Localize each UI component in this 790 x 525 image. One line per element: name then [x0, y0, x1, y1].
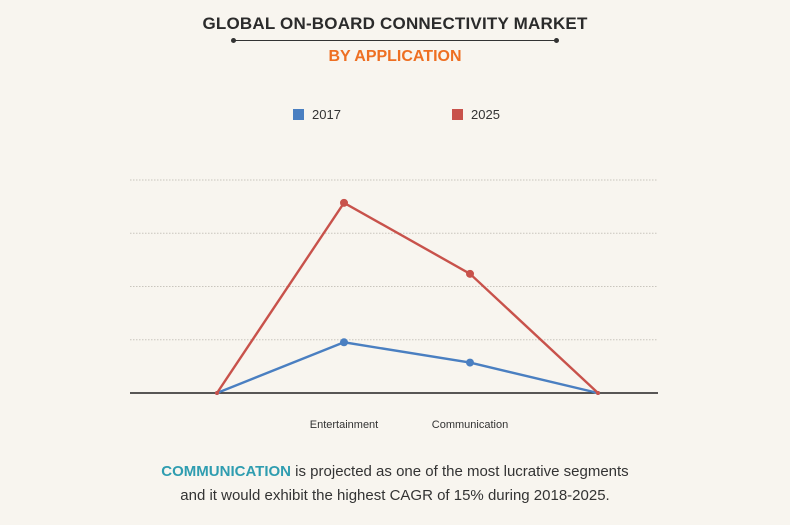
- divider-dot-right: [554, 38, 559, 43]
- legend-item-2017: 2017: [293, 107, 341, 122]
- chart-subtitle: BY APPLICATION: [328, 48, 462, 65]
- data-point-2025-3: [596, 391, 600, 395]
- chart-caption: COMMUNICATION is projected as one of the…: [0, 460, 790, 508]
- legend-label-2017: 2017: [312, 107, 341, 122]
- data-point-2025-2: [466, 269, 474, 278]
- legend-item-2025: 2025: [452, 107, 500, 122]
- divider-dot-left: [231, 38, 236, 43]
- x-tick-label: Communication: [432, 419, 508, 431]
- caption-line2: and it would exhibit the highest CAGR of…: [180, 487, 610, 504]
- chart-title: GLOBAL ON-BOARD CONNECTIVITY MARKET: [202, 14, 588, 33]
- data-point-2017-1: [340, 338, 348, 347]
- caption-highlight: COMMUNICATION: [161, 463, 292, 480]
- data-point-2025-1: [340, 198, 348, 207]
- legend-label-2025: 2025: [471, 107, 500, 122]
- legend-swatch-2017: [293, 109, 304, 120]
- x-tick-label: Entertainment: [310, 419, 378, 431]
- series-line-2025: [216, 201, 599, 394]
- caption-line1: is projected as one of the most lucrativ…: [291, 463, 629, 480]
- data-point-2017-2: [466, 358, 474, 367]
- legend-swatch-2025: [452, 109, 463, 120]
- title-divider: [231, 38, 559, 43]
- series-line-2017: [216, 341, 599, 395]
- data-point-2025-0: [215, 391, 219, 395]
